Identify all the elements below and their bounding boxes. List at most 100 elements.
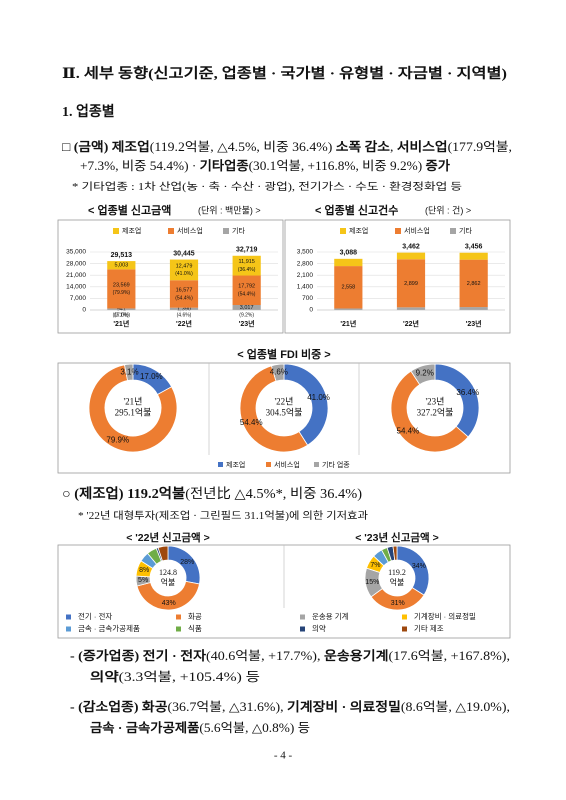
donut-slice xyxy=(270,363,285,382)
legend-label: 제조업 xyxy=(349,227,368,235)
text-run: 기타업종 xyxy=(200,158,250,173)
legend-label: 기계장비 · 의료정밀 xyxy=(414,611,476,621)
y-tick-label: 2,800 xyxy=(297,260,314,267)
text-run: 소폭 감소 xyxy=(332,139,390,154)
text-run: · xyxy=(189,159,200,173)
total-label: 3,456 xyxy=(465,244,483,251)
value-label: 23,569 xyxy=(113,282,130,288)
section-title: Ⅱ. 세부 동향(신고기준, 업종별 · 국가별 · 유형별 · 자금별 · 지… xyxy=(62,65,507,82)
bar-segment xyxy=(169,280,199,308)
text-run: - (증가업종) 전기 · 전자 xyxy=(70,648,207,663)
donut-slice xyxy=(390,370,469,453)
total-label: 32,719 xyxy=(236,247,258,254)
subsection-title: 1. 업종별 xyxy=(62,103,115,120)
value-label: 2,862 xyxy=(467,281,481,287)
chart-title: < 업종별 FDI 비중 > xyxy=(237,347,330,361)
slice-label: 31% xyxy=(391,600,405,607)
slice-label: 7% xyxy=(370,562,380,569)
text-line: □ (금액) 제조업 (119.2억불, △4.5%, 비중 36.4%) 소폭 … xyxy=(62,139,512,154)
text-run: 서비스업 xyxy=(397,139,448,154)
bar-segment xyxy=(396,259,426,308)
value-label: 11,915 xyxy=(238,259,254,265)
bar-segment xyxy=(169,259,199,281)
legend-swatch xyxy=(402,626,407,632)
legend-swatch xyxy=(223,228,229,234)
y-tick-label: 1,400 xyxy=(297,284,314,291)
text-run: * '22년 대형투자 xyxy=(78,510,155,522)
donut-slice xyxy=(136,580,200,611)
text-run: □ (금액) 제조업 xyxy=(62,139,150,154)
share-label: (17.0%) xyxy=(113,312,131,318)
text-run: (3.3억불, +105.4%) 등 xyxy=(119,670,260,684)
donut-center-label: 295.1억불 xyxy=(115,407,152,418)
total-label: 3,462 xyxy=(402,243,420,250)
total-label: 29,513 xyxy=(111,252,133,259)
legend-label: 기타 xyxy=(459,226,472,235)
legend-swatch xyxy=(402,614,407,620)
bar-segment xyxy=(232,305,261,310)
legend-swatch xyxy=(450,228,456,234)
donut-slice xyxy=(124,363,134,381)
slice-label: 36.4% xyxy=(456,388,479,397)
x-tick-label: '22년 xyxy=(403,319,419,328)
legend-swatch xyxy=(176,614,181,620)
value-label: 3,017 xyxy=(240,305,254,311)
donut-slice xyxy=(410,363,436,386)
legend-label: 서비스업 xyxy=(274,460,300,469)
chart-title: < 업종별 신고건수 xyxy=(315,203,398,217)
text-line: - (증가업종) 전기 · 전자 (40.6억불, +17.7%), 운송용기계(… xyxy=(70,648,510,663)
value-label: 941 xyxy=(117,307,126,313)
bar-segment xyxy=(169,307,199,310)
donut-center-label: 119.2 xyxy=(388,568,406,577)
y-tick-label: 35,000 xyxy=(66,249,86,256)
text-line: +7.3%, 비중 54.4%) · 기타업종 (30.1억불, +116.8%,… xyxy=(80,158,451,173)
text-run: * 기타업종 : 1차 산업(농 · 축 · 수산 · 광업), 전기가스 · … xyxy=(72,180,462,193)
text-run: (전년比 △4.5%*, 비중 36.4%) xyxy=(185,486,362,501)
text-run: 기계장비 · 의료정밀 xyxy=(287,699,401,714)
text-line: - (감소업종) 화공 (36.7억불, △31.6%), 기계장비 · 의료정밀… xyxy=(70,699,510,714)
chart-title: < '22년 신고금액 > xyxy=(126,531,210,544)
bar-segment xyxy=(396,252,426,260)
text-run: 의약 xyxy=(90,669,119,684)
text-run: (17.6억불, +167.8%), xyxy=(389,649,510,663)
x-tick-label: '23년 xyxy=(466,319,482,328)
text-run: (제조업 · 그린필드 31.1억불) xyxy=(155,509,289,522)
donut-center-label: 304.5억불 xyxy=(266,407,303,418)
slice-label: 17.0% xyxy=(140,372,163,381)
value-label: 2,558 xyxy=(341,285,355,291)
text-run: 증가 xyxy=(422,158,450,173)
legend-swatch xyxy=(168,228,174,234)
legend-swatch xyxy=(66,626,71,632)
donut-slice xyxy=(157,545,169,562)
chart-title: < '23년 신고금액 > xyxy=(355,531,439,544)
donut-slice xyxy=(392,545,398,561)
donut-slice xyxy=(239,365,309,453)
y-tick-label: 21,000 xyxy=(66,272,86,279)
x-tick-label: '22년 xyxy=(176,319,192,328)
legend-label: 제조업 xyxy=(122,227,141,235)
legend-swatch xyxy=(113,228,119,234)
text-run: 금속 · 금속가공제품 xyxy=(90,720,200,735)
value-label: 12,479 xyxy=(176,263,193,269)
slice-label: 5% xyxy=(138,577,148,584)
donut-center-label: 124.8 xyxy=(159,568,177,577)
slice-label: 4.6% xyxy=(270,367,288,376)
bar-segment xyxy=(396,307,426,310)
x-tick-label: '21년 xyxy=(340,319,356,328)
donut-center-label: '21년 xyxy=(124,397,143,407)
text-line: 의약 (3.3억불, +105.4%) 등 xyxy=(90,669,260,684)
share-label: (9.2%) xyxy=(239,312,254,318)
donut-center-label: 327.2억불 xyxy=(417,407,454,418)
legend-label: 기타 제조 xyxy=(414,624,444,633)
chart-frame xyxy=(57,362,511,474)
value-label: 2,899 xyxy=(404,281,418,287)
y-tick-label: 14,000 xyxy=(66,284,86,291)
slice-label: 34% xyxy=(412,563,426,570)
value-label: 5,003 xyxy=(114,263,128,269)
text-run: (40.6억불, +17.7%), xyxy=(206,649,324,663)
bar-segment xyxy=(232,255,261,276)
text-run: (5.6억불, △0.8%) 등 xyxy=(199,721,310,735)
text-run: ○ (제조업) 119.2억불 xyxy=(62,486,185,501)
share-label: (54.4%) xyxy=(175,295,193,301)
